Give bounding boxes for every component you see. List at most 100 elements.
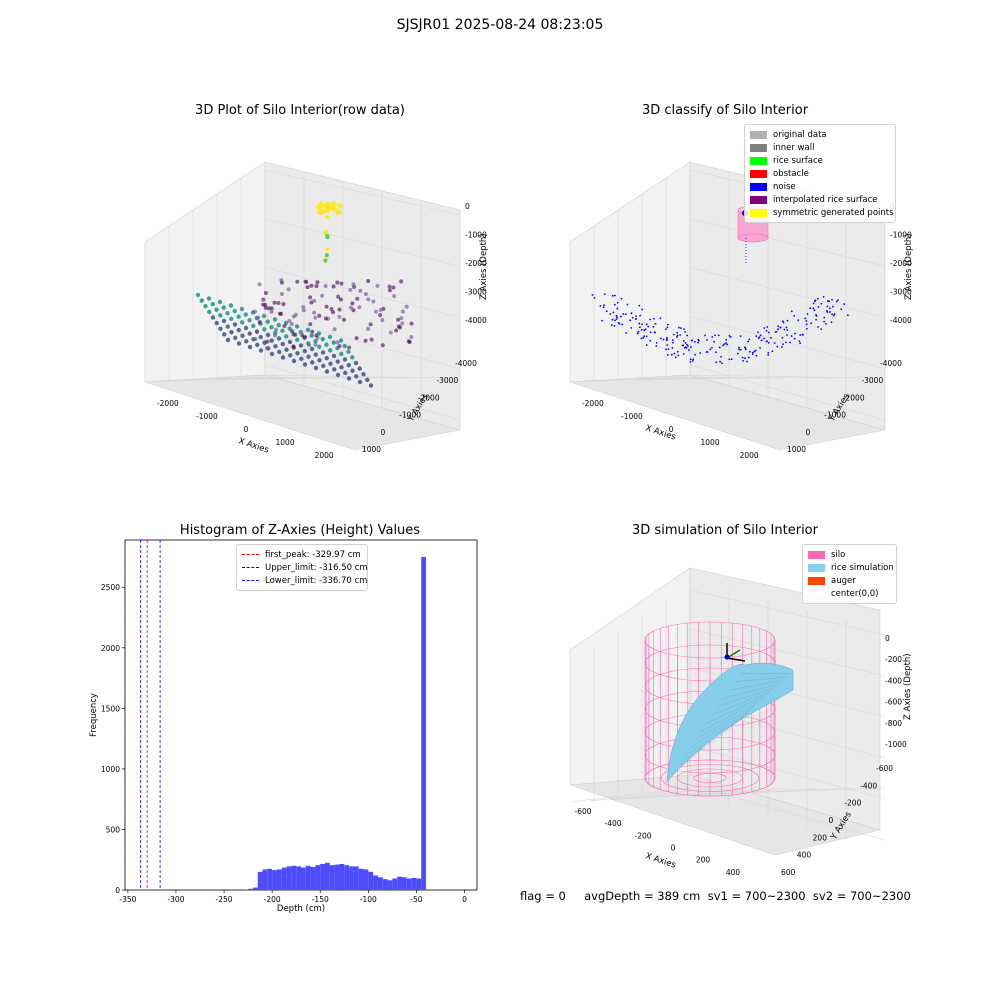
data-point xyxy=(203,304,208,309)
data-point xyxy=(346,376,352,381)
noise-point xyxy=(601,319,604,322)
noise-point xyxy=(591,294,594,296)
y-axis-label: Frequency xyxy=(89,693,99,737)
noise-point xyxy=(694,353,696,356)
noise-point xyxy=(682,339,685,342)
data-point xyxy=(284,347,289,352)
noise-point xyxy=(730,358,733,360)
data-point xyxy=(325,215,330,220)
noise-point xyxy=(643,335,646,338)
data-point xyxy=(263,291,268,296)
data-point xyxy=(409,335,414,340)
noise-point xyxy=(739,335,742,338)
noise-point xyxy=(638,322,641,325)
noise-point xyxy=(660,337,662,340)
data-point xyxy=(387,284,392,289)
mesh-line xyxy=(700,698,763,732)
y-tick-label: -1000 xyxy=(399,411,421,420)
noise-point xyxy=(666,344,669,346)
noise-point xyxy=(690,346,692,349)
data-point xyxy=(320,336,325,342)
legend-swatch xyxy=(808,589,825,598)
histogram-bar xyxy=(387,880,393,890)
noise-point xyxy=(715,361,718,364)
data-point xyxy=(342,343,347,349)
noise-point xyxy=(617,321,620,324)
data-point xyxy=(329,307,334,312)
noise-point xyxy=(615,314,618,317)
y-tick-label: -3000 xyxy=(436,376,458,385)
data-point xyxy=(332,202,338,207)
data-point xyxy=(239,306,245,312)
data-point xyxy=(404,304,409,309)
noise-point xyxy=(780,346,783,348)
noise-point xyxy=(738,348,740,351)
noise-point xyxy=(833,314,835,317)
noise-point xyxy=(611,318,614,321)
data-point xyxy=(320,293,325,298)
noise-point xyxy=(823,316,826,319)
data-point xyxy=(324,342,329,347)
histogram-bar xyxy=(329,865,335,890)
noise-point xyxy=(760,339,763,342)
data-point xyxy=(261,302,266,307)
noise-point xyxy=(640,329,643,331)
data-point xyxy=(361,372,366,377)
data-point xyxy=(324,304,329,309)
x-tick-label: -50 xyxy=(410,895,422,904)
data-point xyxy=(331,353,337,359)
data-point xyxy=(409,321,414,326)
noise-point xyxy=(725,342,727,345)
data-point xyxy=(332,367,337,372)
z-tick-label: -1000 xyxy=(465,231,487,240)
noise-point xyxy=(673,352,676,355)
noise-point xyxy=(666,337,668,339)
y-tick-label: 1000 xyxy=(101,765,120,774)
data-point xyxy=(290,329,295,334)
data-point xyxy=(251,323,256,329)
data-point xyxy=(380,318,385,323)
noise-point xyxy=(666,326,669,329)
noise-point xyxy=(729,336,732,338)
legend-original-data: original data xyxy=(750,128,890,141)
data-point xyxy=(400,321,405,326)
noise-point xyxy=(723,343,726,346)
data-point xyxy=(305,285,310,290)
noise-point xyxy=(826,300,829,302)
noise-point xyxy=(805,327,808,330)
data-point xyxy=(265,346,270,351)
noise-point xyxy=(783,328,786,331)
noise-point xyxy=(815,314,817,316)
x-tick-label: -400 xyxy=(604,819,621,828)
data-point xyxy=(315,204,321,210)
data-point xyxy=(278,311,283,316)
noise-point xyxy=(739,348,742,351)
histogram-bar xyxy=(368,871,374,890)
y-tick-label: 0 xyxy=(829,816,834,825)
legend-swatch xyxy=(750,130,767,139)
noise-point xyxy=(642,336,645,339)
noise-point xyxy=(786,334,788,336)
data-point xyxy=(325,201,331,207)
data-point xyxy=(295,337,300,343)
legend-symmetric-generated-points: symmetric generated points xyxy=(750,206,894,219)
data-point xyxy=(348,288,353,293)
z-tick-label: -4000 xyxy=(890,316,912,325)
data-point xyxy=(399,316,404,321)
noise-point xyxy=(667,323,669,326)
data-point xyxy=(247,331,252,336)
noise-point xyxy=(812,307,815,310)
histogram-bar xyxy=(411,877,417,890)
noise-point xyxy=(713,340,715,343)
legend-swatch xyxy=(750,169,767,178)
data-point xyxy=(338,297,343,302)
data-point xyxy=(332,327,337,332)
x-tick-label: -100 xyxy=(360,895,377,904)
data-point xyxy=(287,339,293,345)
noise-point xyxy=(775,330,778,333)
histogram-bar xyxy=(363,869,369,890)
data-point xyxy=(309,333,314,338)
noise-point xyxy=(840,308,843,311)
data-point xyxy=(262,327,267,332)
